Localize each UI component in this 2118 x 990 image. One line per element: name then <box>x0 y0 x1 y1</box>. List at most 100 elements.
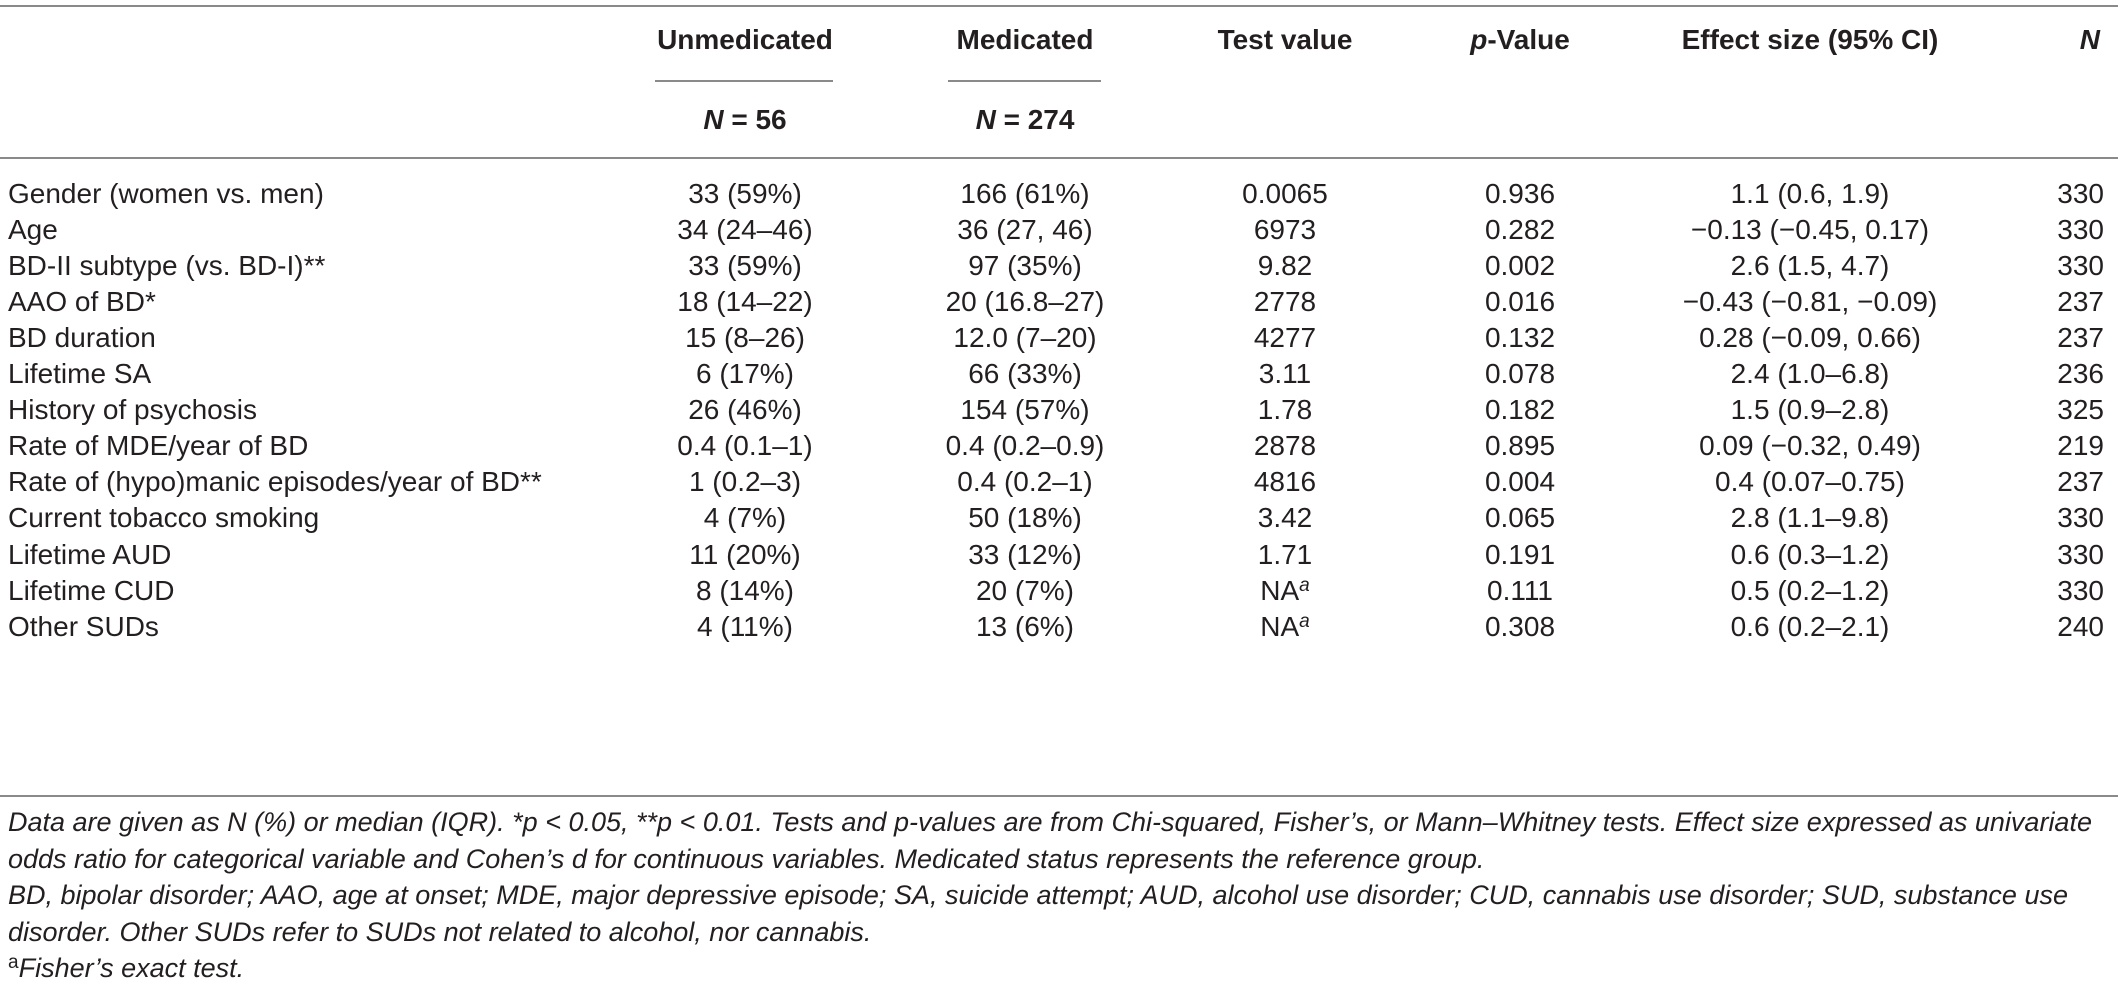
cell-test-text: 1.71 <box>1257 538 1313 570</box>
cell-test-text: NA <box>1260 610 1300 642</box>
cell-n-text: 237 <box>2057 286 2104 318</box>
cell-test-text: 3.42 <box>1257 502 1313 534</box>
cell-effect: 1.5 (0.9–2.8) <box>1620 386 2000 434</box>
cell-unmedicated: 34 (24–46) <box>620 206 870 254</box>
cell-effect: 1.1 (0.6, 1.9) <box>1620 170 2000 218</box>
cell-label: BD duration <box>8 314 608 362</box>
cell-medicated: 154 (57%) <box>900 386 1150 434</box>
cell-test: 0.0065 <box>1180 170 1390 218</box>
cell-medicated-text: 0.4 (0.2–1) <box>957 466 1093 498</box>
cell-effect-text: 0.6 (0.3–1.2) <box>1730 538 1890 570</box>
cell-label-text: Gender (women vs. men) <box>8 178 324 209</box>
cell-label-text: Rate of (hypo)manic episodes/year of BD*… <box>8 466 542 498</box>
cell-unmedicated-text: 11 (20%) <box>689 538 801 570</box>
cell-n: 330 <box>2000 494 2104 542</box>
cell-unmedicated-text: 4 (11%) <box>697 610 793 642</box>
cell-effect-text: 2.8 (1.1–9.8) <box>1730 502 1890 534</box>
cell-effect-text: 2.6 (1.5, 4.7) <box>1730 250 1890 282</box>
cell-unmedicated-text: 33 (59%) <box>688 178 802 209</box>
cell-medicated-text: 12.0 (7–20) <box>953 322 1097 354</box>
table-row: Lifetime CUD 8 (14%) 20 (7%) NAa 0.111 0.5 (0… <box>0 567 2118 615</box>
cell-medicated-text: 50 (18%) <box>968 502 1082 534</box>
cell-p: 0.936 <box>1420 170 1620 218</box>
cell-effect-text: 0.5 (0.2–1.2) <box>1730 574 1890 606</box>
header-medicated: Medicated <box>956 24 1094 55</box>
cell-label-text: Other SUDs <box>8 610 159 642</box>
cell-n-text: 330 <box>2057 502 2104 534</box>
cell-unmedicated-text: 0.4 (0.1–1) <box>677 430 813 462</box>
cell-medicated-text: 66 (33%) <box>968 358 1082 390</box>
cell-n: 325 <box>2000 386 2104 434</box>
cell-unmedicated: 0.4 (0.1–1) <box>620 422 870 470</box>
cell-p: 0.004 <box>1420 458 1620 506</box>
cell-p-text: 0.065 <box>1484 502 1556 534</box>
cell-effect: 2.6 (1.5, 4.7) <box>1620 242 2000 290</box>
cell-test: 2778 <box>1180 278 1390 326</box>
cell-n: 237 <box>2000 278 2104 326</box>
cell-p-text: 0.282 <box>1484 214 1556 246</box>
table-row: BD duration 15 (8–26) 12.0 (7–20) 4277 0.132… <box>0 314 2118 362</box>
cell-p-text: 0.895 <box>1484 430 1556 462</box>
cell-n: 237 <box>2000 458 2104 506</box>
cell-n: 237 <box>2000 314 2104 362</box>
note-footnote: aFisher’s exact test. <box>8 950 2112 987</box>
note-statistics: Data are given as N (%) or median (IQR).… <box>8 807 2092 874</box>
cell-medicated-text: 154 (57%) <box>960 394 1090 426</box>
header-n-italic: N <box>2079 24 2100 55</box>
cell-p-text: 0.182 <box>1484 394 1556 426</box>
cell-label-text: AAO of BD* <box>8 286 156 318</box>
cell-p: 0.078 <box>1420 350 1620 398</box>
cell-medicated: 0.4 (0.2–1) <box>900 458 1150 506</box>
cell-effect: −0.13 (−0.45, 0.17) <box>1620 206 2000 254</box>
cell-effect: 0.6 (0.2–2.1) <box>1620 603 2000 651</box>
cell-label: BD-II subtype (vs. BD-I)** <box>8 242 608 290</box>
table-row: BD-II subtype (vs. BD-I)** 33 (59%) 97 (35… <box>0 242 2118 290</box>
cell-label: Lifetime SA <box>8 350 608 398</box>
cell-effect-text: −0.13 (−0.45, 0.17) <box>1690 214 1930 246</box>
header-p-value: p-Value <box>1420 23 1620 57</box>
cell-p: 0.282 <box>1420 206 1620 254</box>
cell-p: 0.002 <box>1420 242 1620 290</box>
table-row: Current tobacco smoking 4 (7%) 50 (18%) 3.4… <box>0 494 2118 542</box>
cell-unmedicated-text: 6 (17%) <box>695 358 795 390</box>
table-header-rule <box>0 157 2118 159</box>
cell-unmedicated-text: 26 (46%) <box>688 394 802 426</box>
cell-test-text: 0.0065 <box>1242 178 1328 209</box>
cell-effect-text: 1.1 (0.6, 1.9) <box>1730 178 1890 209</box>
table-row: Lifetime AUD 11 (20%) 33 (12%) 1.71 0.191 0.6… <box>0 531 2118 579</box>
cell-effect-text: 0.28 (−0.09, 0.66) <box>1699 322 1921 354</box>
table-row: History of psychosis 26 (46%) 154 (57%) 1.7… <box>0 386 2118 434</box>
cell-label: Gender (women vs. men) <box>8 170 608 218</box>
header-n-unmedicated: N = 56 <box>620 103 870 137</box>
cell-n-text: 325 <box>2057 394 2104 426</box>
cell-p-text: 0.016 <box>1484 286 1556 318</box>
cell-test: 3.42 <box>1180 494 1390 542</box>
cell-n-text: 330 <box>2057 574 2104 606</box>
cell-n-text: 236 <box>2057 358 2104 390</box>
cell-n-text: 330 <box>2057 178 2104 209</box>
header-p-italic: p <box>1470 24 1488 55</box>
header-effect-size: Effect size (95% CI) <box>1681 24 1939 55</box>
cell-unmedicated-text: 34 (24–46) <box>677 214 813 246</box>
cell-medicated: 97 (35%) <box>900 242 1150 290</box>
cell-medicated: 50 (18%) <box>900 494 1150 542</box>
n-unmedicated-value: = 56 <box>723 104 787 135</box>
cell-effect: 0.28 (−0.09, 0.66) <box>1620 314 2000 362</box>
cell-unmedicated: 11 (20%) <box>620 531 870 579</box>
cell-medicated: 166 (61%) <box>900 170 1150 218</box>
header-subrule-medicated <box>948 80 1101 82</box>
cell-medicated: 20 (7%) <box>900 567 1150 615</box>
cell-label-text: Lifetime SA <box>8 358 152 390</box>
cell-test-text: 6973 <box>1253 214 1317 246</box>
cell-test: 3.11 <box>1180 350 1390 398</box>
footnote-marker: a <box>1299 610 1310 632</box>
cell-medicated: 33 (12%) <box>900 531 1150 579</box>
cell-medicated: 0.4 (0.2–0.9) <box>900 422 1150 470</box>
cell-effect: 0.6 (0.3–1.2) <box>1620 531 2000 579</box>
cell-test: 9.82 <box>1180 242 1390 290</box>
cell-medicated: 12.0 (7–20) <box>900 314 1150 362</box>
cell-effect-text: 0.09 (−0.32, 0.49) <box>1699 430 1921 462</box>
cell-effect-text: 1.5 (0.9–2.8) <box>1730 394 1890 426</box>
cell-test: 1.78 <box>1180 386 1390 434</box>
cell-label: Rate of MDE/year of BD <box>8 422 608 470</box>
